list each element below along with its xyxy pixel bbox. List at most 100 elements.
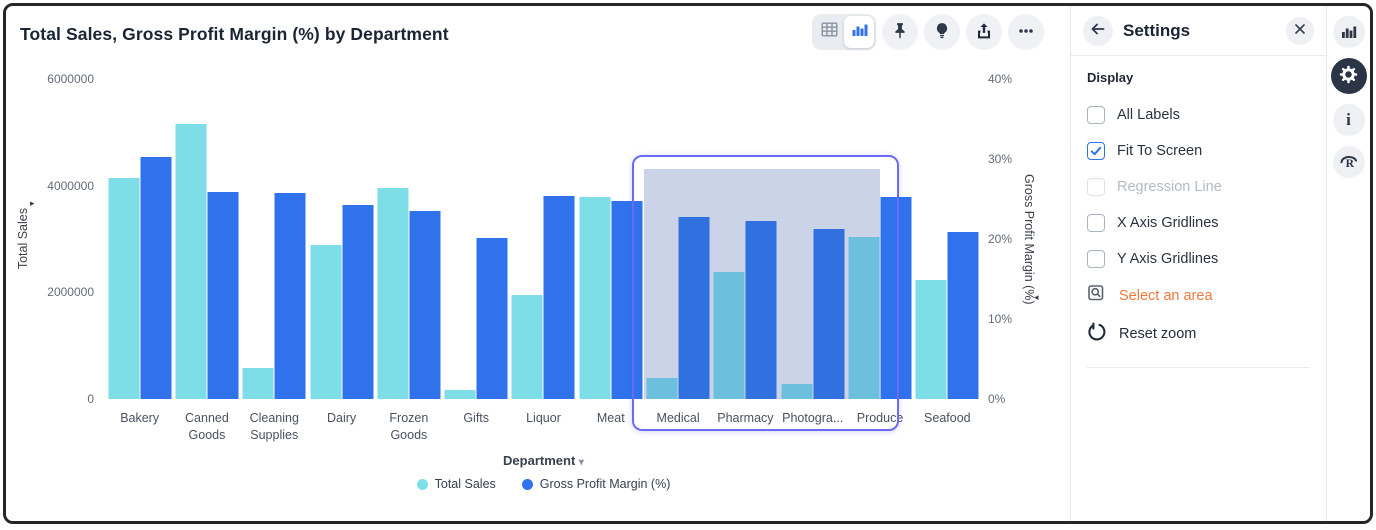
action-label: Reset zoom	[1119, 326, 1197, 342]
rail-r-logo-button[interactable]: R	[1332, 146, 1365, 178]
gross-profit-margin-bar[interactable]	[947, 232, 979, 399]
setting-row-regression-line: Regression Line	[1087, 169, 1310, 205]
total-sales-bar[interactable]	[242, 368, 274, 399]
y-axis-right-tick: 40%	[988, 72, 1013, 86]
gross-profit-margin-bar[interactable]	[274, 193, 306, 399]
export-button[interactable]	[966, 14, 1002, 50]
rail-info-button[interactable]: i	[1332, 104, 1365, 136]
bar-group-canned-goods: Canned Goods	[173, 79, 240, 442]
gross-profit-margin-bar[interactable]	[476, 238, 508, 399]
gross-profit-margin-bar[interactable]	[880, 197, 912, 399]
gross-profit-margin-bar[interactable]	[611, 201, 643, 399]
total-sales-bar[interactable]	[377, 188, 409, 399]
gross-profit-margin-bar[interactable]	[140, 157, 172, 399]
x-axis-category-label: Gifts	[463, 411, 490, 425]
zoom-selection-rect[interactable]	[632, 155, 899, 431]
settings-header: Settings	[1071, 6, 1326, 56]
legend-item[interactable]: Total Sales	[416, 477, 496, 491]
setting-row-x-axis-gridlines: X Axis Gridlines	[1087, 205, 1310, 241]
legend-label: Gross Profit Margin (%)	[539, 477, 671, 491]
chart-plot-area: Bakery Canned Goods Cleaning Supplies Dairy…	[106, 79, 981, 442]
reset-zoom-icon	[1087, 322, 1107, 347]
x-axis-category-label: Frozen Goods	[389, 411, 429, 442]
total-sales-bar[interactable]	[511, 295, 543, 399]
chart-toolbar	[812, 14, 1044, 50]
setting-row-fit-to-screen: Fit To Screen	[1087, 133, 1310, 169]
more-options-button[interactable]	[1008, 14, 1044, 50]
pin-icon	[890, 21, 910, 44]
total-sales-bar[interactable]	[713, 272, 745, 399]
bar-group-gifts: Gifts	[443, 79, 510, 425]
y-axis-right-tick: 20%	[988, 232, 1013, 246]
total-sales-bar[interactable]	[310, 245, 342, 399]
checkbox-regression-line	[1087, 178, 1105, 196]
checkbox-all-labels[interactable]	[1087, 106, 1105, 124]
setting-row-all-labels: All Labels	[1087, 97, 1310, 133]
table-view-button[interactable]	[814, 16, 844, 48]
gross-profit-margin-bar[interactable]	[409, 211, 441, 399]
gross-profit-margin-bar[interactable]	[745, 221, 777, 399]
pin-button[interactable]	[882, 14, 918, 50]
bar-group-liquor: Liquor	[510, 79, 577, 425]
gross-profit-margin-bar[interactable]	[543, 196, 575, 399]
total-sales-bar[interactable]	[444, 390, 476, 399]
gross-profit-margin-bar[interactable]	[207, 192, 239, 399]
total-sales-bar[interactable]	[579, 197, 611, 399]
y-axis-right-arrow-icon[interactable]: ◂	[1034, 292, 1039, 302]
svg-text:R: R	[1345, 156, 1354, 169]
close-icon	[1294, 23, 1306, 38]
x-axis-category-label: Liquor	[526, 411, 561, 425]
chart-view-button[interactable]	[844, 16, 874, 48]
export-icon	[974, 21, 994, 44]
total-sales-bar[interactable]	[108, 178, 140, 399]
chart-card: Total Sales, Gross Profit Margin (%) by …	[6, 6, 1070, 521]
close-button[interactable]	[1286, 16, 1314, 45]
action-select-an-area[interactable]: Select an area	[1087, 277, 1310, 315]
y-axis-left-title: Total Sales	[16, 208, 30, 270]
y-axis-left-ticks: 0 2000000 4000000 6000000	[6, 72, 98, 406]
setting-row-y-axis-gridlines: Y Axis Gridlines	[1087, 241, 1310, 277]
total-sales-bar[interactable]	[915, 280, 947, 399]
total-sales-bar[interactable]	[646, 378, 678, 399]
back-button[interactable]	[1083, 15, 1113, 46]
rail-settings-button[interactable]	[1330, 58, 1367, 94]
x-axis-category-label: Cleaning Supplies	[249, 411, 299, 442]
bar-group-seafood: Seafood	[914, 79, 981, 425]
zoom-actions-list: Select an area Reset zoom	[1087, 277, 1310, 353]
app-window: Total Sales, Gross Profit Margin (%) by …	[3, 3, 1373, 524]
y-axis-right-tick: 10%	[988, 312, 1013, 326]
x-axis-category-label: Photogra...	[782, 411, 844, 425]
checkbox-label: All Labels	[1117, 107, 1180, 123]
checkbox-label: Fit To Screen	[1117, 143, 1203, 159]
rail-chart-button[interactable]	[1332, 16, 1365, 48]
checkbox-fit-to-screen[interactable]	[1087, 142, 1105, 160]
action-label: Select an area	[1119, 288, 1213, 304]
legend-swatch	[416, 478, 428, 490]
gross-profit-margin-bar[interactable]	[813, 229, 845, 399]
bar-group-cleaning-supplies: Cleaning Supplies	[241, 79, 308, 442]
x-axis-title[interactable]: Department ▾	[503, 453, 584, 468]
gross-profit-margin-bar[interactable]	[342, 205, 374, 399]
checkbox-x-axis-gridlines[interactable]	[1087, 214, 1105, 232]
total-sales-bar[interactable]	[848, 237, 880, 399]
y-axis-left-tick: 2000000	[47, 285, 94, 300]
gross-profit-margin-bar[interactable]	[678, 217, 710, 399]
settings-panel: Settings Display All Labels Fit To Screen…	[1070, 6, 1326, 521]
page-title: Total Sales, Gross Profit Margin (%) by …	[20, 24, 449, 44]
arrow-left-icon	[1090, 21, 1106, 40]
y-axis-left-arrow-icon[interactable]: ▸	[30, 198, 35, 208]
x-axis-category-label: Seafood	[924, 411, 971, 425]
r-logo-icon: R	[1339, 151, 1359, 174]
total-sales-bar[interactable]	[781, 384, 813, 399]
bar-group-photogra-: Photogra...	[779, 79, 846, 425]
x-axis-category-label: Dairy	[326, 411, 357, 425]
checkbox-label: X Axis Gridlines	[1117, 215, 1219, 231]
x-axis-category-label: Canned Goods	[185, 411, 229, 442]
total-sales-bar[interactable]	[175, 124, 207, 399]
insights-button[interactable]	[924, 14, 960, 50]
action-reset-zoom[interactable]: Reset zoom	[1087, 315, 1310, 353]
y-axis-right-title: Gross Profit Margin (%)	[1022, 173, 1036, 305]
checkbox-y-axis-gridlines[interactable]	[1087, 250, 1105, 268]
bar-group-produce: Produce	[846, 79, 913, 425]
legend-item[interactable]: Gross Profit Margin (%)	[521, 477, 671, 491]
